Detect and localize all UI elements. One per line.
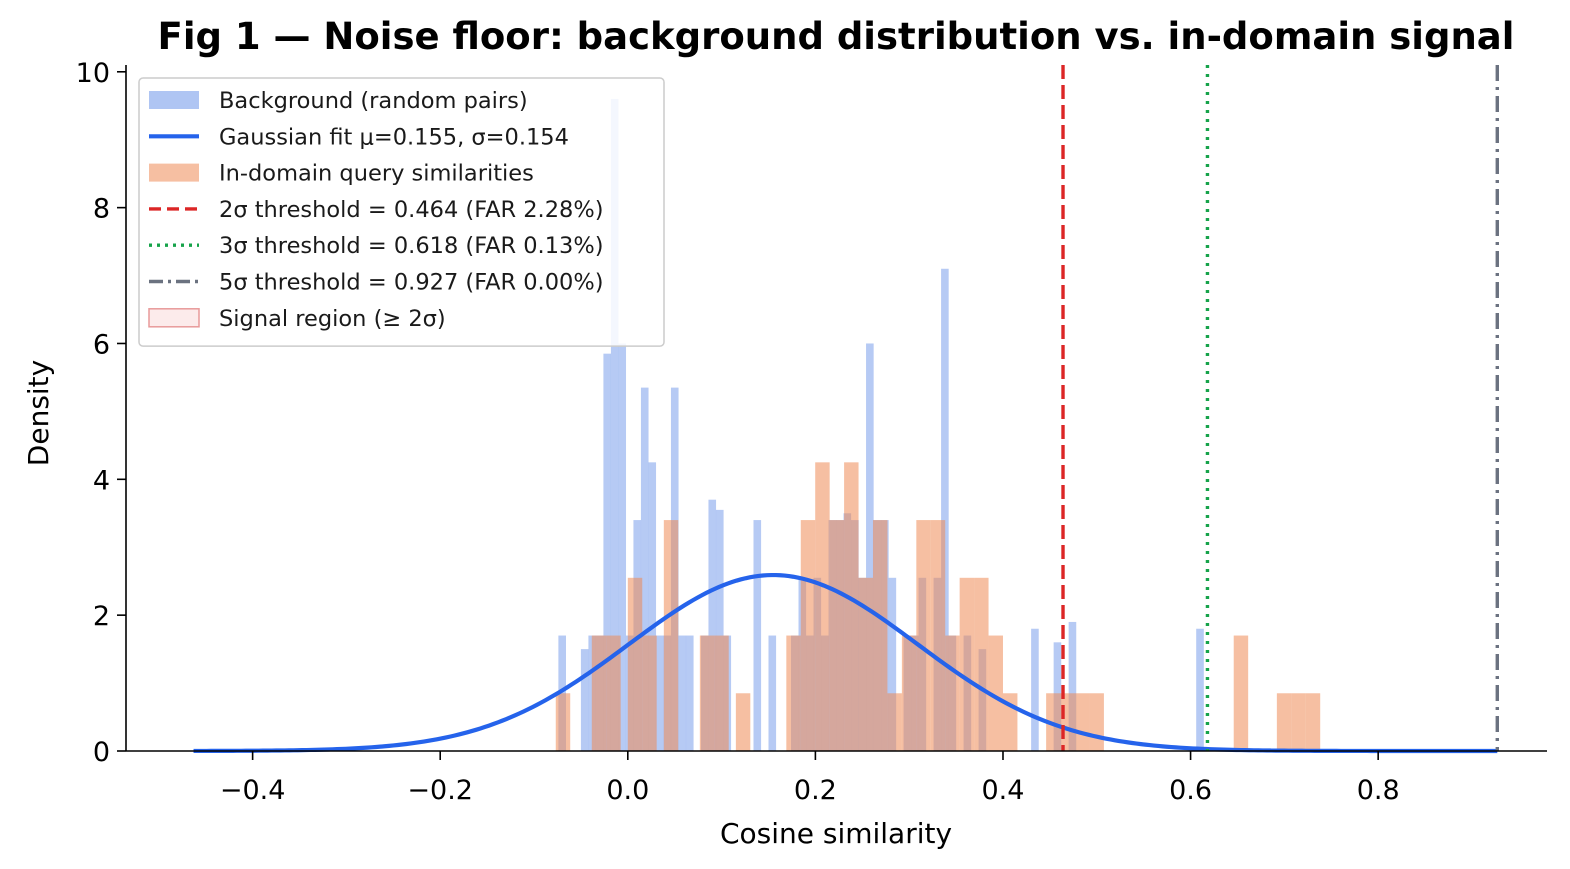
in-domain-bar bbox=[815, 462, 830, 751]
in-domain-bar bbox=[901, 635, 917, 751]
legend-patch bbox=[148, 308, 200, 328]
in-domain-bar bbox=[872, 520, 888, 751]
in-domain-bar bbox=[916, 520, 931, 751]
x-tick-label: −0.2 bbox=[407, 775, 473, 806]
in-domain-bar bbox=[974, 577, 989, 751]
plot-area bbox=[193, 65, 1499, 754]
y-axis-ticks: 0 2 4 6 8 10 bbox=[76, 58, 126, 768]
legend-label: 2σ threshold = 0.464 (FAR 2.28%) bbox=[219, 197, 604, 223]
y-tick-label: 0 bbox=[93, 737, 110, 768]
x-axis-label: Cosine similarity bbox=[720, 817, 952, 850]
in-domain-bar bbox=[858, 577, 873, 751]
in-domain-bar bbox=[1233, 635, 1249, 751]
background-bar bbox=[678, 635, 687, 751]
in-domain-bar bbox=[786, 635, 801, 751]
y-tick-label: 8 bbox=[93, 194, 110, 225]
background-bar bbox=[580, 649, 589, 751]
legend-patch bbox=[149, 91, 199, 109]
x-tick-label: 0.6 bbox=[1169, 775, 1212, 806]
in-domain-bar bbox=[945, 635, 960, 751]
background-bar bbox=[610, 98, 619, 752]
in-domain-bar bbox=[1291, 693, 1306, 751]
in-domain-bar bbox=[606, 635, 621, 751]
in-domain-bar bbox=[1060, 693, 1076, 751]
background-bar bbox=[941, 268, 949, 751]
in-domain-bar bbox=[887, 693, 902, 751]
legend-patch bbox=[149, 163, 199, 182]
background-bar bbox=[768, 635, 777, 751]
in-domain-bar bbox=[1075, 693, 1090, 751]
y-tick-label: 10 bbox=[76, 58, 110, 89]
legend-label: In-domain query similarities bbox=[219, 161, 534, 187]
in-domain-bar bbox=[714, 635, 729, 751]
legend-label: Signal region (≥ 2σ) bbox=[219, 306, 446, 332]
x-tick-label: 0.0 bbox=[606, 775, 649, 806]
y-tick-label: 6 bbox=[93, 329, 110, 360]
x-tick-label: 0.2 bbox=[794, 775, 837, 806]
background-bar bbox=[866, 343, 874, 751]
background-bar bbox=[640, 387, 649, 751]
background-bar bbox=[618, 343, 627, 751]
in-domain-bar bbox=[988, 635, 1003, 751]
in-domain-bar bbox=[930, 520, 946, 751]
in-domain-bar bbox=[800, 520, 816, 751]
in-domain-bar bbox=[844, 462, 859, 751]
background-bar bbox=[708, 499, 717, 751]
x-tick-label: 0.4 bbox=[982, 775, 1025, 806]
background-bar bbox=[1031, 628, 1039, 751]
legend-label: Gaussian fit μ=0.155, σ=0.154 bbox=[219, 124, 569, 150]
in-domain-bar bbox=[1305, 693, 1321, 751]
in-domain-bar bbox=[663, 520, 679, 751]
background-bar bbox=[648, 462, 657, 751]
background-bar bbox=[715, 509, 724, 751]
y-tick-label: 4 bbox=[93, 465, 110, 496]
legend-label: Background (random pairs) bbox=[219, 88, 528, 114]
legend-label: 3σ threshold = 0.618 (FAR 0.13%) bbox=[219, 233, 604, 259]
y-tick-label: 2 bbox=[93, 601, 110, 632]
background-bar bbox=[603, 353, 612, 751]
in-domain-bar bbox=[1276, 693, 1292, 751]
background-bar bbox=[1068, 621, 1077, 751]
legend: Background (random pairs) Gaussian fit μ=… bbox=[138, 77, 665, 347]
legend-box bbox=[138, 77, 665, 347]
in-domain-bar bbox=[699, 635, 715, 751]
background-bar bbox=[888, 577, 897, 751]
in-domain-bar bbox=[591, 635, 607, 751]
in-domain-bar bbox=[1089, 693, 1104, 751]
x-axis-ticks: −0.4 −0.2 0.0 0.2 0.4 0.6 0.8 bbox=[220, 751, 1400, 806]
x-tick-label: 0.8 bbox=[1357, 775, 1400, 806]
in-domain-bar bbox=[642, 635, 657, 751]
in-domain-bar bbox=[735, 693, 751, 751]
background-bar bbox=[753, 520, 762, 751]
in-domain-bar bbox=[829, 520, 845, 751]
legend-label: 5σ threshold = 0.927 (FAR 0.00%) bbox=[219, 270, 604, 296]
background-bar bbox=[655, 635, 664, 751]
in-domain-bar bbox=[959, 577, 975, 751]
background-bar bbox=[685, 635, 694, 751]
y-axis-label: Density bbox=[22, 360, 55, 466]
in-domain-bar bbox=[555, 693, 571, 751]
background-bar bbox=[1196, 628, 1204, 751]
chart-title: Fig 1 — Noise floor: background distribu… bbox=[158, 15, 1515, 58]
x-tick-label: −0.4 bbox=[220, 775, 286, 806]
in-domain-bar bbox=[627, 577, 643, 751]
